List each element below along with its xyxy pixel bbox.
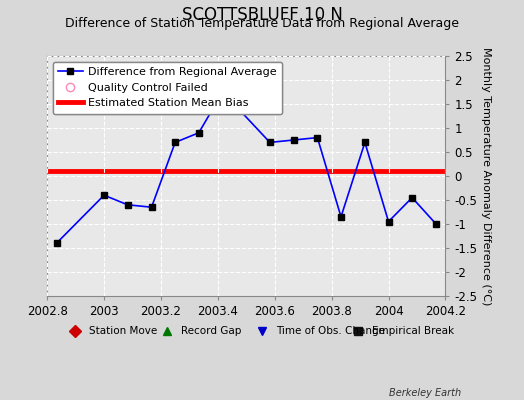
Y-axis label: Monthly Temperature Anomaly Difference (°C): Monthly Temperature Anomaly Difference (…: [482, 47, 492, 305]
Text: Time of Obs. Change: Time of Obs. Change: [276, 326, 385, 336]
Text: Berkeley Earth: Berkeley Earth: [389, 388, 461, 398]
Text: Station Move: Station Move: [89, 326, 157, 336]
Text: Record Gap: Record Gap: [181, 326, 241, 336]
Legend: Difference from Regional Average, Quality Control Failed, Estimated Station Mean: Difference from Regional Average, Qualit…: [53, 62, 282, 114]
Text: Empirical Break: Empirical Break: [372, 326, 454, 336]
Text: Difference of Station Temperature Data from Regional Average: Difference of Station Temperature Data f…: [65, 17, 459, 30]
Text: SCOTTSBLUFF 10 N: SCOTTSBLUFF 10 N: [181, 6, 343, 24]
